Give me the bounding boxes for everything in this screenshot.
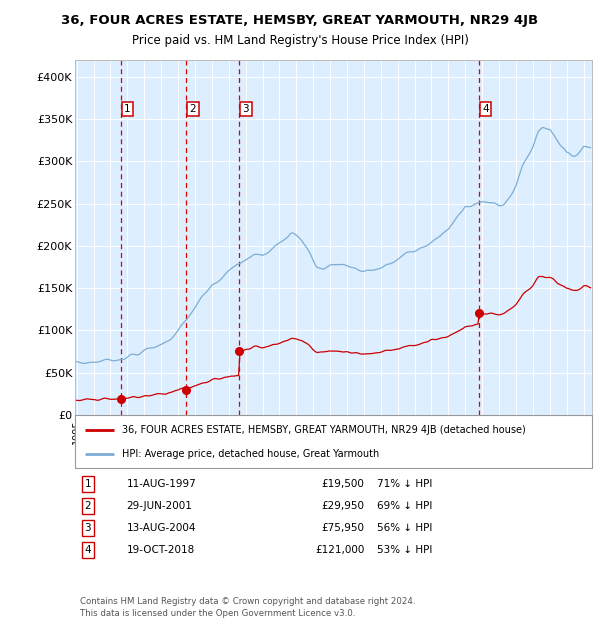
Text: £121,000: £121,000 [315,545,365,555]
Text: 53% ↓ HPI: 53% ↓ HPI [377,545,433,555]
Text: £75,950: £75,950 [322,523,365,533]
Text: HPI: Average price, detached house, Great Yarmouth: HPI: Average price, detached house, Grea… [122,449,379,459]
Text: 3: 3 [242,104,249,114]
Text: £29,950: £29,950 [322,501,365,511]
Text: 19-OCT-2018: 19-OCT-2018 [127,545,195,555]
Text: 29-JUN-2001: 29-JUN-2001 [127,501,193,511]
Text: 2: 2 [85,501,91,511]
Text: 4: 4 [85,545,91,555]
Text: 36, FOUR ACRES ESTATE, HEMSBY, GREAT YARMOUTH, NR29 4JB (detached house): 36, FOUR ACRES ESTATE, HEMSBY, GREAT YAR… [122,425,525,435]
Text: 4: 4 [482,104,489,114]
Text: 56% ↓ HPI: 56% ↓ HPI [377,523,433,533]
Text: 2: 2 [190,104,196,114]
FancyBboxPatch shape [75,415,592,468]
Text: 1: 1 [85,479,91,489]
Text: 13-AUG-2004: 13-AUG-2004 [127,523,196,533]
Text: Contains HM Land Registry data © Crown copyright and database right 2024.
This d: Contains HM Land Registry data © Crown c… [80,597,416,618]
Text: 36, FOUR ACRES ESTATE, HEMSBY, GREAT YARMOUTH, NR29 4JB: 36, FOUR ACRES ESTATE, HEMSBY, GREAT YAR… [61,14,539,27]
Text: 69% ↓ HPI: 69% ↓ HPI [377,501,433,511]
Text: Price paid vs. HM Land Registry's House Price Index (HPI): Price paid vs. HM Land Registry's House … [131,34,469,47]
Text: 71% ↓ HPI: 71% ↓ HPI [377,479,433,489]
Text: £19,500: £19,500 [322,479,365,489]
Text: 11-AUG-1997: 11-AUG-1997 [127,479,196,489]
Text: 3: 3 [85,523,91,533]
Text: 1: 1 [124,104,131,114]
